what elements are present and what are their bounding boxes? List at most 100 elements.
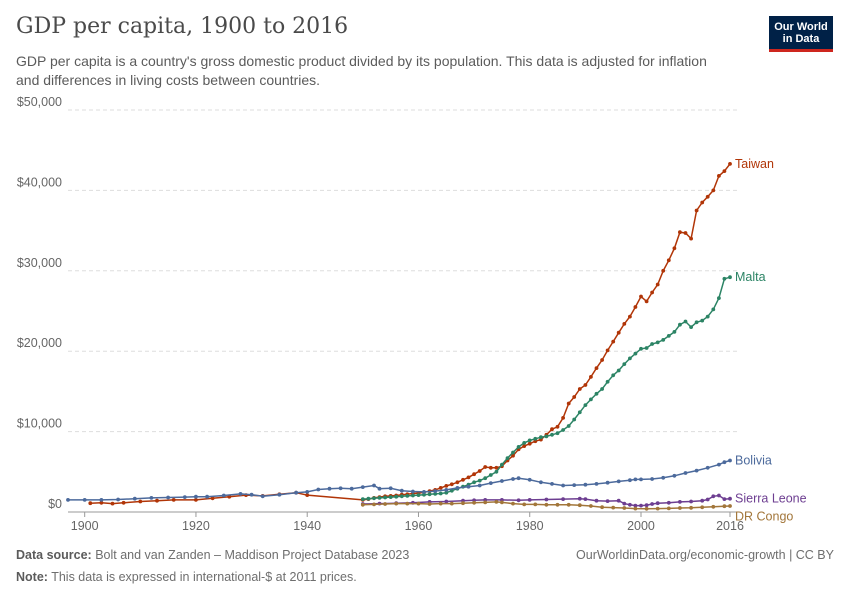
data-point[interactable] <box>516 498 521 503</box>
data-point[interactable] <box>616 479 621 484</box>
data-point[interactable] <box>694 320 699 325</box>
data-point[interactable] <box>399 494 404 499</box>
owid-logo[interactable]: Our World in Data <box>769 16 833 52</box>
data-point[interactable] <box>511 501 515 506</box>
data-point[interactable] <box>605 480 610 485</box>
data-point[interactable] <box>539 480 543 485</box>
data-point[interactable] <box>427 492 432 497</box>
data-point[interactable] <box>455 486 460 490</box>
data-point[interactable] <box>689 499 693 504</box>
data-point[interactable] <box>577 410 582 415</box>
data-point[interactable] <box>500 479 504 483</box>
data-point[interactable] <box>722 504 727 509</box>
data-point[interactable] <box>166 495 171 500</box>
data-point[interactable] <box>394 501 399 506</box>
data-point[interactable] <box>572 395 577 399</box>
data-point[interactable] <box>628 502 632 507</box>
data-point[interactable] <box>522 441 527 445</box>
data-point[interactable] <box>466 475 471 480</box>
data-point[interactable] <box>399 488 404 493</box>
data-point[interactable] <box>372 483 376 488</box>
data-point[interactable] <box>505 456 510 460</box>
data-point[interactable] <box>717 174 721 178</box>
data-point[interactable] <box>366 496 371 501</box>
data-point[interactable] <box>644 346 649 350</box>
data-point[interactable] <box>438 486 443 490</box>
data-point[interactable] <box>605 348 610 353</box>
data-point[interactable] <box>316 487 321 492</box>
data-point[interactable] <box>88 501 93 506</box>
series-line-taiwan[interactable] <box>90 163 731 505</box>
data-point[interactable] <box>472 472 476 477</box>
data-point[interactable] <box>561 428 565 432</box>
data-point[interactable] <box>661 338 666 342</box>
data-point[interactable] <box>622 362 627 366</box>
data-point[interactable] <box>700 505 705 510</box>
data-point[interactable] <box>594 498 599 503</box>
data-point[interactable] <box>294 490 298 495</box>
data-point[interactable] <box>711 307 716 312</box>
data-point[interactable] <box>494 465 499 470</box>
data-point[interactable] <box>722 497 727 501</box>
data-point[interactable] <box>717 296 721 300</box>
data-point[interactable] <box>522 502 527 507</box>
data-point[interactable] <box>728 458 732 463</box>
data-point[interactable] <box>589 375 593 379</box>
data-point[interactable] <box>405 494 410 498</box>
data-point[interactable] <box>149 496 154 500</box>
data-point[interactable] <box>622 322 627 326</box>
data-point[interactable] <box>672 246 677 251</box>
data-point[interactable] <box>116 497 120 502</box>
data-point[interactable] <box>622 506 627 510</box>
data-point[interactable] <box>477 483 482 488</box>
data-point[interactable] <box>689 325 693 329</box>
data-point[interactable] <box>260 494 265 499</box>
data-point[interactable] <box>539 435 543 440</box>
data-point[interactable] <box>444 484 449 488</box>
data-point[interactable] <box>611 339 616 344</box>
data-point[interactable] <box>305 490 310 494</box>
data-point[interactable] <box>583 497 588 501</box>
data-point[interactable] <box>583 482 588 487</box>
data-point[interactable] <box>683 471 688 475</box>
data-point[interactable] <box>711 494 716 499</box>
data-point[interactable] <box>561 483 565 488</box>
data-point[interactable] <box>616 330 621 335</box>
data-point[interactable] <box>444 490 449 495</box>
data-point[interactable] <box>655 501 660 506</box>
data-point[interactable] <box>372 496 376 501</box>
data-point[interactable] <box>683 319 688 324</box>
data-point[interactable] <box>722 276 727 281</box>
data-point[interactable] <box>594 391 599 396</box>
data-point[interactable] <box>650 290 654 295</box>
data-point[interactable] <box>639 477 643 482</box>
data-point[interactable] <box>121 500 126 505</box>
data-point[interactable] <box>477 478 482 483</box>
data-point[interactable] <box>416 501 421 506</box>
data-point[interactable] <box>433 492 438 496</box>
data-point[interactable] <box>449 482 454 487</box>
data-point[interactable] <box>99 498 104 502</box>
data-point[interactable] <box>655 506 660 511</box>
data-point[interactable] <box>672 330 677 334</box>
data-point[interactable] <box>722 169 727 174</box>
data-point[interactable] <box>533 502 538 507</box>
data-point[interactable] <box>372 502 376 507</box>
data-point[interactable] <box>511 477 515 481</box>
data-point[interactable] <box>728 496 732 501</box>
data-point[interactable] <box>82 498 87 502</box>
data-point[interactable] <box>572 483 577 487</box>
data-point[interactable] <box>433 489 438 493</box>
data-point[interactable] <box>438 501 443 506</box>
data-point[interactable] <box>494 469 499 474</box>
data-point[interactable] <box>666 258 671 263</box>
data-point[interactable] <box>550 432 554 437</box>
data-point[interactable] <box>705 465 710 470</box>
data-point[interactable] <box>661 268 666 273</box>
data-point[interactable] <box>466 484 471 489</box>
data-point[interactable] <box>533 436 538 441</box>
data-point[interactable] <box>639 503 643 508</box>
data-point[interactable] <box>689 505 693 510</box>
data-point[interactable] <box>411 493 415 498</box>
data-point[interactable] <box>461 477 465 482</box>
